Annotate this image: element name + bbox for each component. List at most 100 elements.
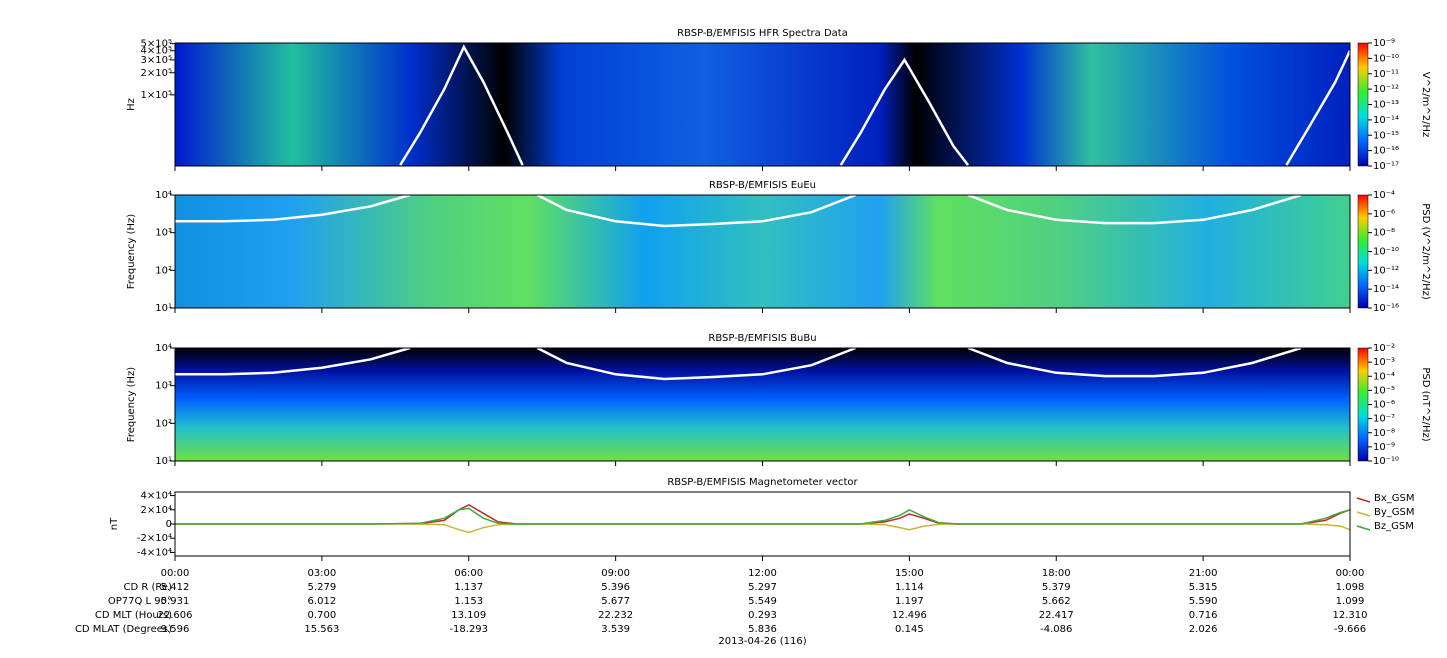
ephemeris-value: 9.596 — [161, 624, 190, 635]
ephemeris-value: 5.677 — [601, 596, 630, 607]
plot-frame — [174, 42, 1351, 167]
ephemeris-value: 1.137 — [454, 582, 483, 593]
x-tick-label: 06:00 — [454, 568, 483, 579]
ephemeris-value: 5.315 — [1189, 582, 1218, 593]
colorbar-tick-label: 10⁻¹⁵ — [1373, 130, 1399, 141]
y-tick-label: 10¹ — [155, 456, 172, 467]
ephemeris-value: 5.590 — [1189, 596, 1218, 607]
colorbar-tick-label: 10⁻¹² — [1373, 84, 1399, 95]
ephemeris-label: CD MLT (Hours) — [95, 610, 172, 621]
colorbar-tick-label: 10⁻² — [1373, 343, 1395, 354]
y-tick-label: 10³ — [155, 381, 172, 392]
legend-swatch — [1356, 525, 1371, 531]
ephemeris-value: 6.012 — [308, 596, 337, 607]
y-axis-label: Hz — [126, 98, 137, 111]
colorbar-tick-label: 10⁻⁹ — [1373, 38, 1395, 49]
ephemeris-label: CD R (Re) — [124, 582, 173, 593]
colorbar-tick-label: 10⁻⁴ — [1373, 190, 1395, 201]
ephemeris-value: 5.412 — [161, 582, 190, 593]
y-tick-label: 3×10⁵ — [141, 55, 172, 66]
ephemeris-value: 0.293 — [748, 610, 777, 621]
ephemeris-value: 1.114 — [895, 582, 924, 593]
ephemeris-value: 22.417 — [1039, 610, 1074, 621]
ephemeris-value: 22.232 — [598, 610, 633, 621]
panel-title: RBSP-B/EMFISIS HFR Spectra Data — [677, 28, 848, 39]
y-axis-label: Frequency (Hz) — [126, 214, 137, 290]
colorbar-tick-label: 10⁻¹⁴ — [1373, 115, 1399, 126]
colorbar-tick-label: 10⁻⁶ — [1373, 400, 1395, 411]
ephemeris-value: 1.099 — [1336, 596, 1365, 607]
ephemeris-label: CD MLAT (Degrees) — [75, 624, 172, 635]
ephemeris-value: 5.297 — [748, 582, 777, 593]
x-tick-label: 00:00 — [161, 568, 190, 579]
panel-title: RBSP-B/EMFISIS EuEu — [709, 180, 816, 191]
colorbar-tick-label: 10⁻⁶ — [1373, 209, 1395, 220]
y-tick-label: 2×10⁵ — [141, 68, 172, 79]
legend-swatch — [1356, 497, 1371, 503]
colorbar-tick-label: 10⁻¹¹ — [1373, 69, 1399, 80]
colorbar-tick-label: 10⁻⁸ — [1373, 228, 1395, 239]
ephemeris-value: -9.666 — [1334, 624, 1366, 635]
panel-title: RBSP-B/EMFISIS BuBu — [708, 333, 816, 344]
ephemeris-value: -18.293 — [449, 624, 488, 635]
x-tick-label: 21:00 — [1189, 568, 1218, 579]
colorbar — [1357, 194, 1369, 309]
field-line — [175, 507, 1351, 525]
legend-label: Bx_GSM — [1374, 493, 1415, 504]
ephemeris-value: 0.700 — [308, 610, 337, 621]
ephemeris-value: 0.145 — [895, 624, 924, 635]
boundary-curve — [175, 346, 1302, 381]
y-tick-label: -4×10⁴ — [137, 547, 172, 558]
panel-title: RBSP-B/EMFISIS Magnetometer vector — [667, 477, 858, 488]
x-tick-label: 15:00 — [895, 568, 924, 579]
date-label: 2013-04-26 (116) — [718, 636, 806, 647]
y-tick-label: 4×10⁵ — [141, 46, 172, 57]
colorbar-label: V^2/m^2/Hz — [1420, 72, 1431, 138]
colorbar-tick-label: 10⁻¹⁰ — [1373, 456, 1399, 467]
legend-label: Bz_GSM — [1374, 521, 1414, 532]
ephemeris-value: 5.931 — [161, 596, 190, 607]
y-tick-label: 2×10⁴ — [141, 505, 172, 516]
colorbar — [1357, 347, 1369, 462]
ephemeris-label: OP77Q L 90° — [108, 596, 172, 607]
colorbar-tick-label: 10⁻¹⁶ — [1373, 303, 1399, 314]
plot-area — [175, 348, 1350, 461]
plot-frame — [174, 194, 1351, 309]
y-tick-label: 10¹ — [155, 303, 172, 314]
ephemeris-value: 1.153 — [454, 596, 483, 607]
ephemeris-value: 12.496 — [892, 610, 927, 621]
colorbar-label: PSD (V^2/m^2/Hz) — [1420, 203, 1431, 300]
x-tick-label: 12:00 — [748, 568, 777, 579]
plot-frame — [174, 491, 1351, 557]
y-tick-label: 5×10⁵ — [141, 39, 172, 50]
colorbar-tick-label: 10⁻⁷ — [1373, 414, 1395, 425]
ephemeris-value: 5.836 — [748, 624, 777, 635]
plot-area — [175, 43, 1350, 166]
ephemeris-value: 22.606 — [158, 610, 193, 621]
colorbar-tick-label: 10⁻¹⁴ — [1373, 284, 1399, 295]
ephemeris-value: 2.026 — [1189, 624, 1218, 635]
ephemeris-value: 12.310 — [1333, 610, 1368, 621]
x-tick-label: 00:00 — [1336, 568, 1365, 579]
colorbar-tick-label: 10⁻¹⁰ — [1373, 247, 1399, 258]
ephemeris-value: 5.379 — [1042, 582, 1071, 593]
ephemeris-value: 5.279 — [308, 582, 337, 593]
colorbar-tick-label: 10⁻¹² — [1373, 265, 1399, 276]
y-tick-label: 10³ — [155, 228, 172, 239]
ephemeris-value: 5.396 — [601, 582, 630, 593]
colorbar-tick-label: 10⁻⁹ — [1373, 442, 1395, 453]
legend-label: By_GSM — [1374, 507, 1415, 518]
x-tick-label: 03:00 — [307, 568, 336, 579]
ephemeris-value: 13.109 — [451, 610, 486, 621]
y-tick-label: 1×10⁵ — [141, 90, 172, 101]
y-tick-label: 0 — [166, 519, 172, 530]
colorbar — [1357, 42, 1369, 167]
y-tick-label: 4×10⁴ — [141, 491, 172, 502]
y-tick-label: -2×10⁴ — [137, 533, 172, 544]
colorbar-label: PSD (nT^2/Hz) — [1420, 367, 1431, 441]
ephemeris-value: 5.549 — [748, 596, 777, 607]
boundary-curve — [399, 44, 1352, 166]
y-axis-label: nT — [109, 517, 120, 530]
legend-swatch — [1356, 511, 1371, 517]
